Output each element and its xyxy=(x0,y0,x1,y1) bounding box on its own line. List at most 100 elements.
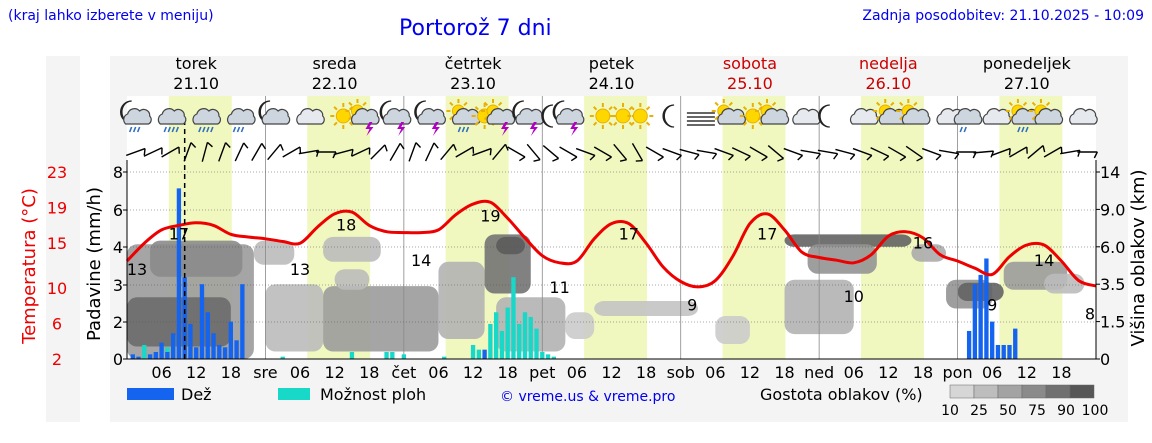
sun-storm-icon xyxy=(481,99,516,136)
precipitation-tick-2: 3 xyxy=(113,276,123,295)
rain-bar-13 xyxy=(211,333,216,359)
rain-bar-12 xyxy=(205,312,210,359)
showers-bar-23 xyxy=(551,356,556,359)
sun-ray xyxy=(449,101,454,107)
sun-cloud-icon xyxy=(755,99,790,125)
cloud-height-axis-label: Višina oblakov (km) xyxy=(1128,169,1149,346)
wind-shaft xyxy=(234,142,245,162)
cloud-patch-14 xyxy=(715,315,750,345)
wind-feather xyxy=(1008,148,1011,156)
fog-icon xyxy=(686,112,715,126)
wind-feather xyxy=(797,154,804,161)
rain-bar-18 xyxy=(240,284,245,359)
showers-bar-17 xyxy=(517,323,522,359)
rain-drop xyxy=(198,126,202,133)
rain-bar-27 xyxy=(1007,344,1012,359)
sun-ray xyxy=(714,101,719,107)
wind-barb-26 xyxy=(575,147,596,161)
x-tick-label-17: 12 xyxy=(740,363,760,382)
wind-feather xyxy=(676,154,682,161)
day-date-5: 26.10 xyxy=(865,74,911,93)
moon-storm-icon xyxy=(379,100,412,136)
wind-barb-18 xyxy=(440,143,457,161)
wind-shaft xyxy=(251,142,263,162)
x-tick-label-1: 12 xyxy=(186,363,206,382)
rain-bar-20 xyxy=(966,330,972,359)
wind-feather xyxy=(1093,151,1098,159)
sun-ray xyxy=(333,121,338,126)
sun-ray xyxy=(742,121,748,126)
x-axis-tick-labels: 06 12 18 sre 06 12 18 čet 06 12 18 pet 06 12 18 sob 06 12… xyxy=(151,363,1071,382)
cloud-light-rain-icon xyxy=(953,108,983,133)
sun-ray xyxy=(362,101,367,107)
x-tick-label-4: 06 xyxy=(290,363,310,382)
legend-cloud-swatch-3 xyxy=(1021,384,1047,399)
sun-ray xyxy=(1008,101,1013,107)
wind-barb-47 xyxy=(938,149,960,160)
x-tick-label-21: 12 xyxy=(878,363,898,382)
wind-feather xyxy=(990,150,995,158)
wind-feather xyxy=(619,158,627,162)
wind-shaft xyxy=(852,147,873,157)
cloud-height-tick-0: 0 xyxy=(1100,350,1110,369)
cloud-rain-icon xyxy=(227,108,256,133)
wind-feather xyxy=(657,156,664,162)
temperature-label-3: 18 xyxy=(336,216,356,235)
wind-barb-40 xyxy=(817,149,839,160)
wind-feather xyxy=(744,155,751,161)
wind-feather xyxy=(694,154,700,161)
temperature-labels: 13 17 13 18 14 19 11 17 9 17 10 16 9 14 8 xyxy=(127,207,1095,324)
cloud-shape xyxy=(417,108,446,125)
wind-barb-28 xyxy=(613,143,628,162)
wind-shaft xyxy=(887,146,907,158)
sun-ray xyxy=(714,115,719,121)
sun-cloud-icon xyxy=(1028,99,1064,125)
wind-shaft xyxy=(938,149,959,155)
wind-barb-39 xyxy=(800,149,821,160)
showers-bar-15 xyxy=(505,307,510,359)
cloud-icon xyxy=(1069,108,1098,125)
wind-barb-41 xyxy=(835,148,856,161)
rain-drop xyxy=(167,126,172,133)
wind-barb-31 xyxy=(662,147,682,161)
wind-shaft xyxy=(749,146,768,158)
grid-lines xyxy=(127,96,1096,359)
x-tick-label-16: 06 xyxy=(705,363,725,382)
wind-feather xyxy=(552,157,559,162)
left-margin-bg xyxy=(46,56,80,422)
cloud-shape xyxy=(296,108,325,125)
legend-cloud-title: Gostota oblakov (%) xyxy=(760,385,923,404)
rain-bar-28 xyxy=(1013,328,1018,359)
showers-bar-10 xyxy=(470,344,476,359)
showers-bar-6 xyxy=(384,351,389,359)
wind-feather xyxy=(452,144,457,151)
legend-cloud-swatch-0 xyxy=(949,384,975,399)
cloud-height-tick-5: 14 xyxy=(1100,163,1120,182)
wind-feather xyxy=(190,142,197,148)
sun-ray xyxy=(348,106,354,111)
sun-icon xyxy=(739,103,766,129)
sun-ray xyxy=(497,101,503,107)
temperature-label-7: 17 xyxy=(619,224,639,243)
day-date-3: 24.10 xyxy=(589,74,635,93)
wind-barb-16 xyxy=(408,142,422,162)
wind-shaft xyxy=(613,143,628,161)
wind-feather xyxy=(954,153,960,160)
rain-drop xyxy=(963,126,967,133)
rain-drop xyxy=(240,126,245,133)
sun-ray xyxy=(899,101,904,107)
sun-icon xyxy=(330,103,357,129)
cloud-height-tick-1: 1.5 xyxy=(1100,313,1125,332)
sun-ray xyxy=(742,106,748,111)
wind-barb-44 xyxy=(887,146,907,162)
sun-cloud-rain-icon xyxy=(1005,99,1041,133)
page-title: Portorož 7 dni xyxy=(399,16,552,41)
x-tick-label-3: sre xyxy=(253,363,277,382)
cloud-density-layer xyxy=(127,234,1085,359)
cloud-shape xyxy=(1069,108,1098,125)
wind-shaft xyxy=(333,148,354,156)
sun-ray xyxy=(630,106,635,111)
wind-shaft xyxy=(1009,146,1028,158)
temperature-line xyxy=(125,199,1097,289)
temperature-tick-3: 15 xyxy=(47,234,67,253)
